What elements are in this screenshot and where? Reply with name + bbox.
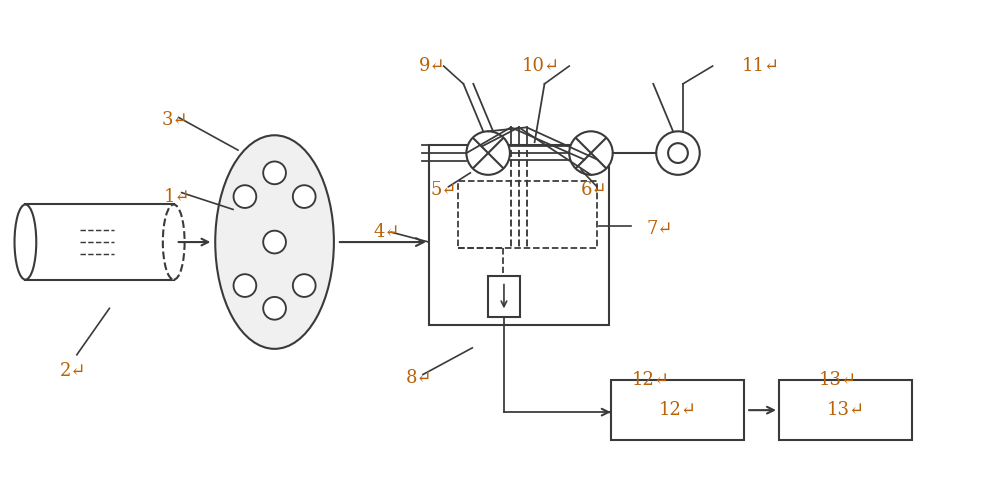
Text: 7↵: 7↵ bbox=[646, 220, 673, 238]
Text: 8↵: 8↵ bbox=[406, 369, 433, 386]
Text: 13↵: 13↵ bbox=[819, 371, 857, 389]
Circle shape bbox=[466, 131, 510, 175]
Ellipse shape bbox=[215, 135, 334, 349]
Circle shape bbox=[234, 185, 256, 208]
Text: 1↵: 1↵ bbox=[164, 188, 190, 206]
Ellipse shape bbox=[15, 205, 36, 280]
Circle shape bbox=[263, 231, 286, 253]
Circle shape bbox=[234, 274, 256, 297]
Circle shape bbox=[569, 131, 613, 175]
Circle shape bbox=[263, 297, 286, 320]
Text: 5↵: 5↵ bbox=[431, 181, 457, 199]
Text: 3↵: 3↵ bbox=[162, 112, 188, 129]
Bar bbox=[488, 276, 520, 317]
Text: 9↵: 9↵ bbox=[419, 57, 446, 75]
Circle shape bbox=[293, 274, 316, 297]
Bar bbox=[429, 145, 609, 325]
Bar bbox=[25, 205, 174, 280]
Bar bbox=[611, 380, 744, 440]
Circle shape bbox=[263, 162, 286, 184]
Circle shape bbox=[293, 185, 316, 208]
Text: 11↵: 11↵ bbox=[742, 57, 780, 75]
Ellipse shape bbox=[163, 205, 185, 280]
Bar bbox=[779, 380, 912, 440]
Text: 12↵: 12↵ bbox=[631, 371, 669, 389]
Text: 4↵: 4↵ bbox=[373, 223, 400, 241]
Text: 13↵: 13↵ bbox=[827, 401, 865, 419]
Text: 6↵: 6↵ bbox=[581, 181, 608, 199]
Text: 10↵: 10↵ bbox=[522, 57, 560, 75]
Bar bbox=[458, 181, 597, 248]
Circle shape bbox=[656, 131, 700, 175]
Circle shape bbox=[668, 143, 688, 163]
Text: 2↵: 2↵ bbox=[60, 362, 87, 379]
Text: 12↵: 12↵ bbox=[658, 401, 696, 419]
